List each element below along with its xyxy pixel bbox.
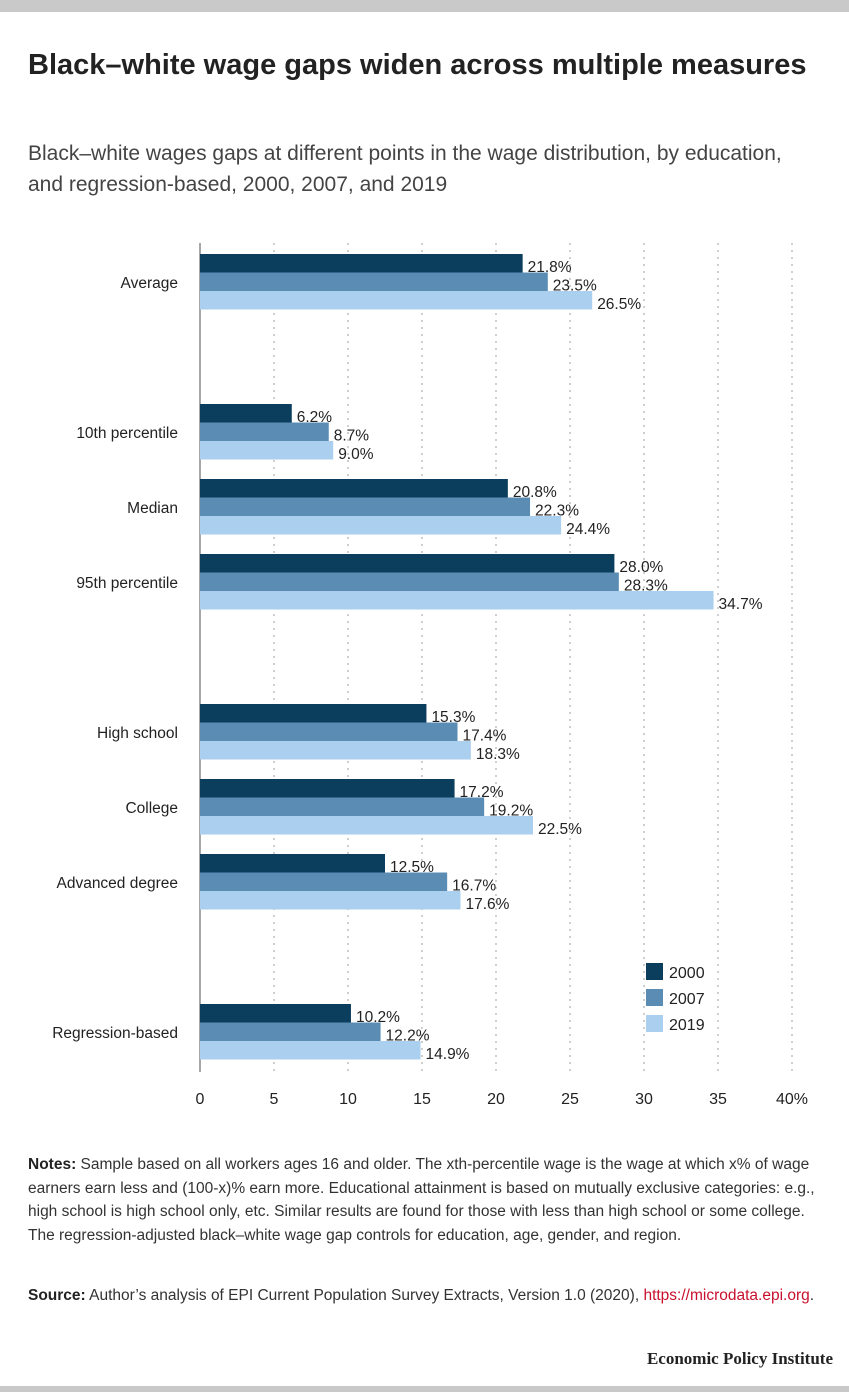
legend-label: 2007 — [669, 991, 705, 1008]
bar-value-label: 14.9% — [426, 1046, 470, 1063]
bar-2019 — [200, 741, 471, 760]
x-axis-ticks: 0 5 10 15 20 25 30 35 40% — [196, 1091, 808, 1108]
bar-2000 — [200, 854, 385, 873]
bar-2000 — [200, 554, 615, 573]
x-tick-label: 15 — [413, 1091, 431, 1108]
bar-value-label: 24.4% — [566, 521, 610, 538]
bar-2000 — [200, 779, 455, 798]
bar-value-label: 9.0% — [338, 446, 374, 463]
bar-2000 — [200, 1004, 351, 1023]
bar-value-label: 10.2% — [356, 1009, 400, 1026]
bar-2007 — [200, 497, 531, 516]
source: Source: Author’s analysis of EPI Current… — [28, 1287, 815, 1304]
bar-value-label: 18.3% — [476, 746, 520, 763]
x-tick-label: 30 — [635, 1091, 653, 1108]
legend: 2000 2007 2019 — [646, 963, 705, 1034]
legend-label: 2000 — [669, 965, 705, 982]
source-link[interactable]: https://microdata.epi.org — [643, 1287, 810, 1304]
bar-2019 — [200, 291, 593, 310]
bar-2000 — [200, 704, 427, 723]
data-labels: 21.8% 23.5%26.5% 6.2%8.7%9.0% 20.8% 22.3%24.… — [297, 259, 763, 1063]
category-label: College — [125, 800, 178, 817]
bar-value-label: 8.7% — [334, 428, 370, 445]
category-label: Median — [127, 500, 178, 517]
bar-2019 — [200, 516, 562, 535]
bar-value-label: 12.2% — [386, 1028, 430, 1045]
bar-value-label: 34.7% — [719, 596, 763, 613]
bar-2007 — [200, 272, 548, 291]
bar-2007 — [200, 422, 329, 441]
bar-2019 — [200, 816, 533, 835]
source-label: Source: — [28, 1287, 86, 1304]
category-label: 95th percentile — [76, 575, 178, 592]
bottom-rule — [0, 1386, 849, 1392]
bar-2007 — [200, 572, 619, 591]
notes-text: Sample based on all workers ages 16 and … — [28, 1156, 815, 1244]
bar-value-label: 12.5% — [390, 859, 434, 876]
bar-value-label: 17.6% — [465, 896, 509, 913]
bar-2019 — [200, 441, 334, 460]
x-tick-label: 10 — [339, 1091, 357, 1108]
bar-2019 — [200, 891, 461, 910]
x-tick-label: 25 — [561, 1091, 579, 1108]
grid-lines — [199, 243, 793, 1072]
bar-value-label: 17.4% — [463, 728, 507, 745]
top-rule — [0, 0, 849, 12]
bar-value-label: 20.8% — [513, 484, 557, 501]
bar-value-label: 16.7% — [452, 878, 496, 895]
category-labels: Average 10th percentile Median 95th percent… — [52, 275, 178, 1042]
chart-title: Black–white wage gaps widen across multi… — [28, 49, 807, 81]
bar-value-label: 22.5% — [538, 821, 582, 838]
x-tick-label: 35 — [709, 1091, 727, 1108]
bar-value-label: 15.3% — [431, 709, 475, 726]
bar-chart: 21.8% 23.5%26.5% 6.2%8.7%9.0% 20.8% 22.3%24.… — [52, 243, 808, 1108]
legend-swatch-2019 — [646, 1015, 663, 1032]
bar-value-label: 23.5% — [553, 278, 597, 295]
bar-2007 — [200, 797, 485, 816]
chart-subtitle: Black–white wages gaps at different poin… — [28, 142, 782, 196]
x-tick-label: 0 — [196, 1091, 205, 1108]
category-label: Advanced degree — [56, 875, 178, 892]
bar-2007 — [200, 872, 448, 891]
bar-2000 — [200, 479, 508, 498]
source-text: Author’s analysis of EPI Current Populat… — [89, 1287, 640, 1304]
notes: Notes: Sample based on all workers ages … — [28, 1153, 818, 1247]
category-label: 10th percentile — [76, 425, 178, 442]
bar-2000 — [200, 254, 523, 273]
bar-value-label: 26.5% — [597, 296, 641, 313]
category-label: Average — [121, 275, 178, 292]
notes-label: Notes: — [28, 1156, 77, 1173]
bar-value-label: 22.3% — [535, 503, 579, 520]
bar-value-label: 6.2% — [297, 409, 333, 426]
x-tick-label: 5 — [270, 1091, 279, 1108]
bar-value-label: 19.2% — [489, 803, 533, 820]
bar-value-label: 17.2% — [460, 784, 504, 801]
x-tick-label: 40% — [776, 1091, 808, 1108]
bar-value-label: 28.3% — [624, 578, 668, 595]
category-label: Regression-based — [52, 1025, 178, 1042]
category-label: High school — [97, 725, 178, 742]
legend-swatch-2007 — [646, 989, 663, 1006]
legend-label: 2019 — [669, 1017, 705, 1034]
bars — [200, 254, 714, 1060]
bar-2007 — [200, 722, 458, 741]
epi-branding: Economic Policy Institute — [646, 1349, 833, 1368]
bar-2019 — [200, 591, 714, 610]
bar-2007 — [200, 1022, 381, 1041]
legend-swatch-2000 — [646, 963, 663, 980]
bar-2000 — [200, 404, 292, 423]
bar-value-label: 21.8% — [528, 259, 572, 276]
x-tick-label: 20 — [487, 1091, 505, 1108]
bar-value-label: 28.0% — [619, 559, 663, 576]
bar-2019 — [200, 1041, 421, 1060]
